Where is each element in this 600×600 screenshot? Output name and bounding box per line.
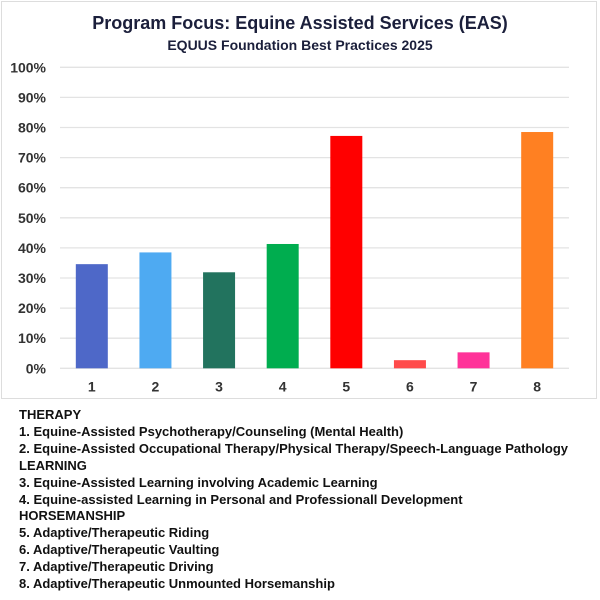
bar: [139, 252, 172, 369]
y-tick-label: 70%: [18, 150, 47, 166]
bar: [266, 243, 299, 369]
bar-chart: 0% 10% 20% 30% 40% 50% 60% 70% 80% 90% 100% 1 2 3 4 5 6 7…: [10, 59, 569, 394]
legend-item: 5. Adaptive/Therapeutic Riding: [19, 525, 210, 541]
chart-title: Program Focus: Equine Assisted Services …: [92, 13, 508, 33]
x-tick-label: 6: [406, 378, 414, 394]
x-tick-label: 5: [342, 378, 350, 394]
legend-heading: THERAPY: [19, 407, 82, 422]
y-tick-label: 30%: [18, 270, 47, 286]
legend-heading: LEARNING: [19, 457, 87, 473]
y-tick-label: 0%: [26, 360, 47, 376]
legend-item: 2. Equine-Assisted Occupational Therapy/…: [19, 440, 569, 456]
legend-item: 3. Equine-Assisted Learning involving Ac…: [19, 474, 378, 490]
y-tick-label: 40%: [18, 240, 47, 256]
bar: [203, 272, 236, 369]
x-tick-label: 7: [470, 378, 478, 394]
bar: [521, 132, 554, 369]
legend-item: 8. Adaptive/Therapeutic Unmounted Horsem…: [19, 576, 335, 592]
y-tick-label: 100%: [10, 59, 46, 75]
bar: [330, 135, 363, 369]
legend-item: 4. Equine-assisted Learning in Personal …: [19, 491, 463, 507]
legend-item: 7. Adaptive/Therapeutic Driving: [19, 559, 214, 575]
legend-item: 6. Adaptive/Therapeutic Vaulting: [19, 542, 220, 558]
category-legend: THERAPY 1. Equine-Assisted Psychotherapy/…: [19, 407, 568, 593]
y-tick-label: 20%: [18, 300, 47, 316]
x-tick-label: 1: [88, 378, 96, 394]
chart-subtitle: EQUUS Foundation Best Practices 2025: [167, 37, 433, 53]
x-tick-label: 8: [533, 378, 541, 394]
bar: [75, 264, 108, 369]
y-tick-label: 60%: [18, 180, 47, 196]
x-tick-label: 3: [215, 378, 223, 394]
y-tick-label: 80%: [18, 120, 47, 136]
x-tick-label: 2: [152, 378, 160, 394]
legend-item: 1. Equine-Assisted Psychotherapy/Counsel…: [19, 423, 404, 439]
y-tick-label: 90%: [18, 89, 47, 105]
x-tick-label: 4: [279, 378, 287, 394]
y-tick-label: 50%: [18, 210, 47, 226]
y-tick-label: 10%: [18, 330, 47, 346]
chart-frame: [1, 1, 597, 399]
bar: [457, 352, 490, 369]
bar: [393, 360, 426, 369]
legend-heading: HORSEMANSHIP: [19, 508, 126, 524]
